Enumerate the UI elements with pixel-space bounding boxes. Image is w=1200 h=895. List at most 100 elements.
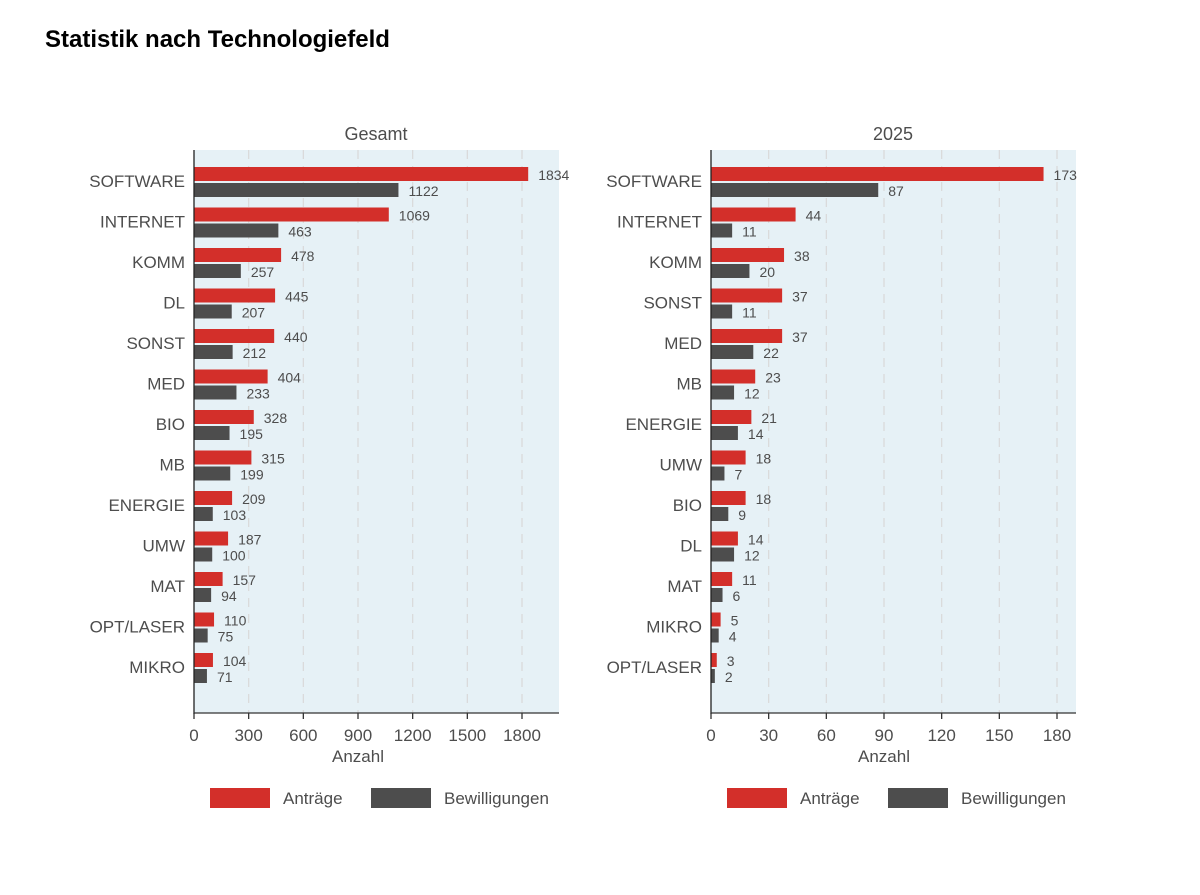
panel-2-data-label: 44 [806,208,822,224]
panel-2-data-label: 173 [1054,167,1078,183]
panel-2-data-label: 12 [744,386,760,402]
panel-2-data-label: 6 [733,588,741,604]
panel-2-x-tick-label: 0 [706,726,715,745]
panel-2-title: 2025 [873,124,913,144]
panel-1-bar-antraege [194,207,389,222]
panel-2-bar-bewilligungen [711,466,725,481]
panel-2-bar-antraege [711,491,746,505]
panel-2-category-label: ENERGIE [625,415,702,434]
panel-1-data-label: 440 [284,329,308,345]
panel-1-bar-antraege [194,450,252,465]
panel-2-category-label: OPT/LASER [607,658,702,677]
panel-1-bar-bewilligungen [194,223,279,238]
panel-1-bar-antraege [194,288,276,303]
panel-1-data-label: 94 [221,588,237,604]
panel-1-bar-antraege [194,491,233,505]
panel-2-data-label: 18 [756,491,772,507]
panel-2-category-label: INTERNET [617,213,702,232]
panel-1-legend-label: Bewilligungen [444,789,549,808]
panel-1-data-label: 1122 [408,183,438,199]
panel-1-bar-bewilligungen [194,669,207,683]
panel-1-data-label: 315 [261,451,285,467]
panel-2-bar-bewilligungen [711,385,735,400]
panel-1-x-tick-label: 1800 [503,726,541,745]
panel-2-bar-bewilligungen [711,304,733,319]
panel-2-category-label: KOMM [649,253,702,272]
panel-1-category-label: ENERGIE [108,496,185,515]
panel-2-x-tick-label: 120 [927,726,955,745]
panel-2-data-label: 11 [742,572,757,588]
panel-2-bar-antraege [711,572,733,586]
panel-2-data-label: 14 [748,532,764,548]
panel-1-category-label: DL [163,294,185,313]
panel-1-bar-antraege [194,572,223,586]
panel-1-bar-antraege [194,653,213,667]
panel-2-x-tick-label: 30 [759,726,778,745]
panel-1-bar-antraege [194,329,275,343]
panel-2-data-label: 9 [738,507,746,523]
panel-1-bar-antraege [194,531,229,546]
panel-2-category-label: MB [677,375,703,394]
panel-2-legend-label: Bewilligungen [961,789,1066,808]
panel-2-category-label: DL [680,537,702,556]
panel-2-category-label: UMW [660,456,702,475]
panel-1-category-label: BIO [156,415,185,434]
panel-1-bar-bewilligungen [194,426,230,440]
panel-1-data-label: 1834 [538,167,569,183]
panel-1-bar-bewilligungen [194,264,241,278]
panel-1-legend-swatch-bewilligungen [371,788,431,808]
panel-1-data-label: 110 [224,613,247,629]
panel-2-bar-antraege [711,329,783,343]
panel-1-data-label: 1069 [399,208,430,224]
panel-1-data-label: 233 [246,386,270,402]
panel-2-data-label: 18 [756,451,772,467]
panel-1-data-label: 328 [264,410,288,426]
panel-2-x-tick-label: 90 [875,726,894,745]
panel-1-data-label: 103 [223,507,247,523]
panel-1-bar-bewilligungen [194,588,212,602]
panel-1-data-label: 75 [218,629,234,645]
panel-2-bar-antraege [711,612,721,627]
panel-2-data-label: 21 [761,410,777,426]
panel-1-data-label: 478 [291,248,315,264]
panel-1-bar-antraege [194,410,254,424]
panel-2-data-label: 87 [888,183,904,199]
panel-2-category-label: SONST [643,294,702,313]
panel-1-data-label: 195 [240,426,264,442]
panel-2-bar-bewilligungen [711,588,723,602]
panel-2-category-label: SOFTWARE [606,172,702,191]
panel-1-data-label: 199 [240,467,264,483]
panel-1-x-axis-label: Anzahl [332,747,384,766]
panel-1-data-label: 445 [285,289,309,305]
panel-1-title: Gesamt [344,124,407,144]
panel-1-data-label: 209 [242,491,266,507]
panel-1-data-label: 104 [223,653,247,669]
panel-2-data-label: 12 [744,548,760,564]
panel-1-data-label: 157 [233,572,257,588]
panel-2-bar-antraege [711,167,1044,181]
panel-1-data-label: 404 [278,370,302,386]
panel-2-data-label: 11 [742,305,757,321]
panel-2-category-label: BIO [673,496,702,515]
page-title: Statistik nach Technologiefeld [45,26,390,53]
panel-2-x-tick-label: 150 [985,726,1013,745]
panel-1-bar-bewilligungen [194,304,232,319]
panel-2-data-label: 5 [731,613,739,629]
panel-2-data-label: 38 [794,248,810,264]
panel-2-bar-antraege [711,653,717,667]
panel-1-category-label: SOFTWARE [89,172,185,191]
panel-2-data-label: 4 [729,629,737,645]
panel-2-x-axis-label: Anzahl [858,747,910,766]
panel-2-bar-antraege [711,369,756,384]
panel-1-x-tick-label: 1200 [394,726,432,745]
panel-1-background [194,150,559,713]
panel-2-bar-bewilligungen [711,183,879,197]
panel-1-data-label: 257 [251,264,275,280]
panel-1-bar-bewilligungen [194,507,213,521]
panel-1-legend-label: Anträge [283,789,343,808]
panel-1-x-tick-label: 1500 [448,726,486,745]
panel-1-category-label: OPT/LASER [90,618,185,637]
panel-2-data-label: 7 [734,467,742,483]
panel-1-data-label: 212 [243,345,267,361]
